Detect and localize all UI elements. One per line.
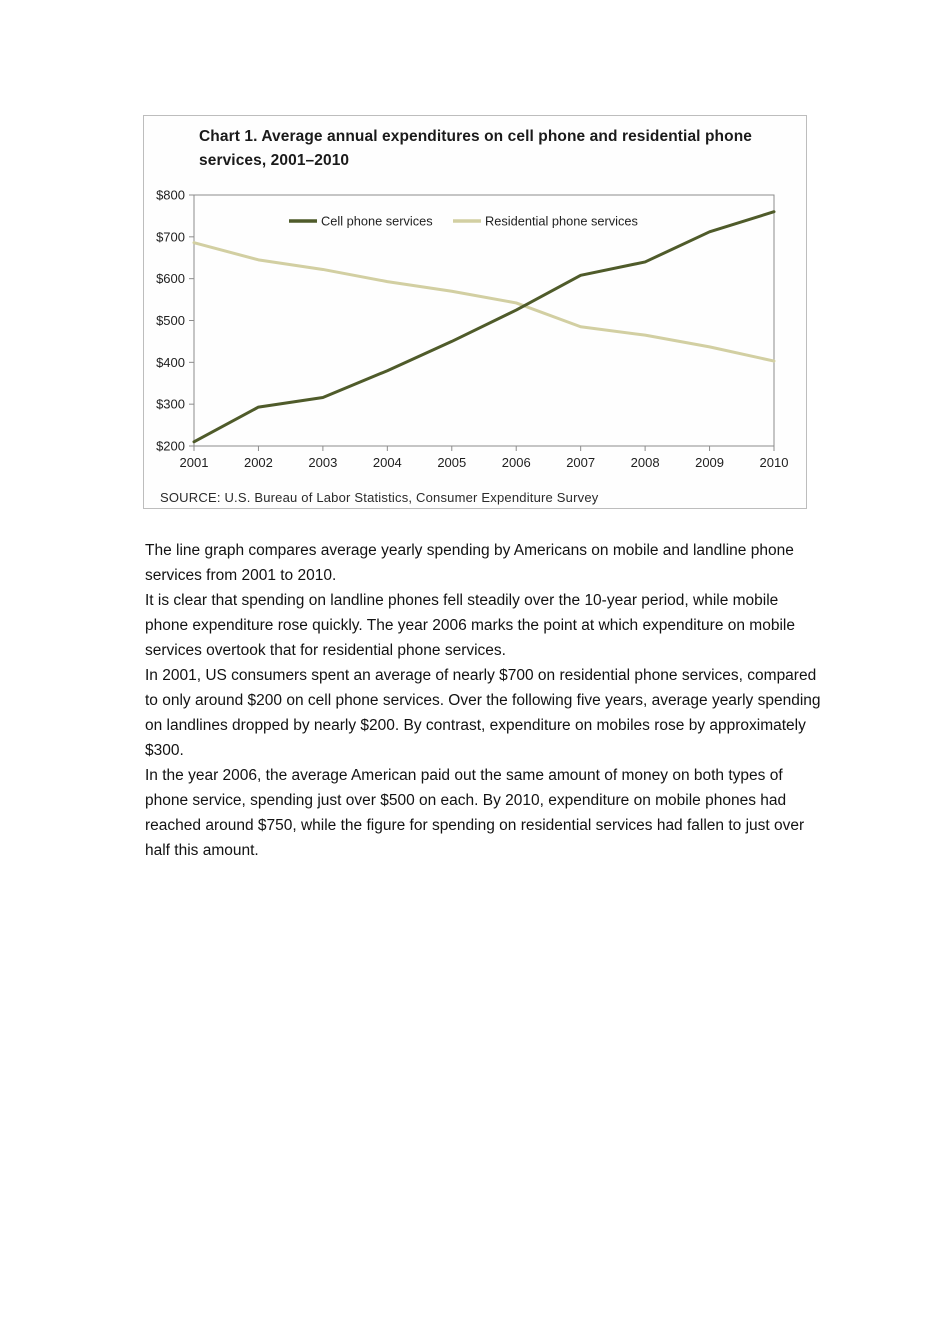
- chart-source-note: SOURCE: U.S. Bureau of Labor Statistics,…: [160, 490, 599, 505]
- y-tick-label: $200: [156, 439, 185, 454]
- x-tick-label: 2009: [695, 455, 724, 470]
- y-tick-label: $300: [156, 397, 185, 412]
- series-line: [192, 241, 776, 363]
- line-chart-canvas: $200 $300 $400 $500 $600 $700 $800 2001 2002 2003…: [156, 188, 789, 471]
- y-tick-label: $600: [156, 271, 185, 286]
- paragraph-overview: It is clear that spending on landline ph…: [145, 592, 795, 659]
- series-line: [192, 210, 776, 444]
- chart-title: Chart 1. Average annual expenditures on …: [199, 128, 752, 169]
- paragraph-detail-2: In the year 2006, the average American p…: [145, 767, 805, 859]
- chart-figure: Chart 1. Average annual expenditures on …: [143, 115, 807, 509]
- paragraph-detail-1: In 2001, US consumers spent an average o…: [145, 667, 821, 759]
- x-tick-label: 2002: [244, 455, 273, 470]
- x-tick-label: 2007: [566, 455, 595, 470]
- y-tick-label: $400: [156, 355, 185, 370]
- x-tick-label: 2008: [631, 455, 660, 470]
- plot-border: [193, 194, 775, 447]
- x-tick-label: 2005: [437, 455, 466, 470]
- paragraph-intro: The line graph compares average yearly s…: [145, 542, 794, 584]
- essay-text-block: The line graph compares average yearly s…: [145, 538, 825, 863]
- x-tick-label: 2006: [502, 455, 531, 470]
- legend-label: Residential phone services: [485, 214, 638, 229]
- x-tick-label: 2004: [373, 455, 402, 470]
- x-tick-label: 2003: [308, 455, 337, 470]
- y-tick-label: $800: [156, 188, 185, 203]
- legend-label: Cell phone services: [321, 214, 433, 229]
- y-tick-label: $500: [156, 313, 185, 328]
- x-tick-label: 2010: [760, 455, 789, 470]
- x-tick-label: 2001: [180, 455, 209, 470]
- y-tick-label: $700: [156, 229, 185, 244]
